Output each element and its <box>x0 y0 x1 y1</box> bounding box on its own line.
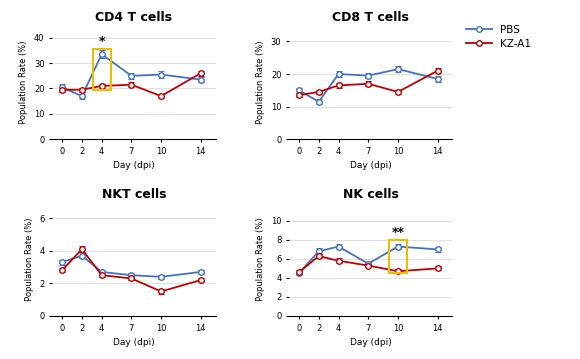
X-axis label: Day (dpi): Day (dpi) <box>350 338 392 347</box>
Bar <box>389 240 407 273</box>
Title: NK cells: NK cells <box>343 188 398 201</box>
Y-axis label: Population Rate (%): Population Rate (%) <box>256 217 266 300</box>
X-axis label: Day (dpi): Day (dpi) <box>113 161 155 171</box>
Bar <box>93 49 111 90</box>
Y-axis label: Population Rate (%): Population Rate (%) <box>19 41 28 124</box>
Legend: PBS, KZ-A1: PBS, KZ-A1 <box>466 25 531 49</box>
Title: NKT cells: NKT cells <box>102 188 166 201</box>
Title: CD4 T cells: CD4 T cells <box>95 11 172 24</box>
Text: *: * <box>99 35 105 48</box>
Y-axis label: Population Rate (%): Population Rate (%) <box>24 217 34 300</box>
Y-axis label: Population Rate (%): Population Rate (%) <box>256 41 265 124</box>
X-axis label: Day (dpi): Day (dpi) <box>350 161 392 171</box>
Title: CD8 T cells: CD8 T cells <box>332 11 409 24</box>
X-axis label: Day (dpi): Day (dpi) <box>113 338 155 347</box>
Text: **: ** <box>392 226 404 239</box>
